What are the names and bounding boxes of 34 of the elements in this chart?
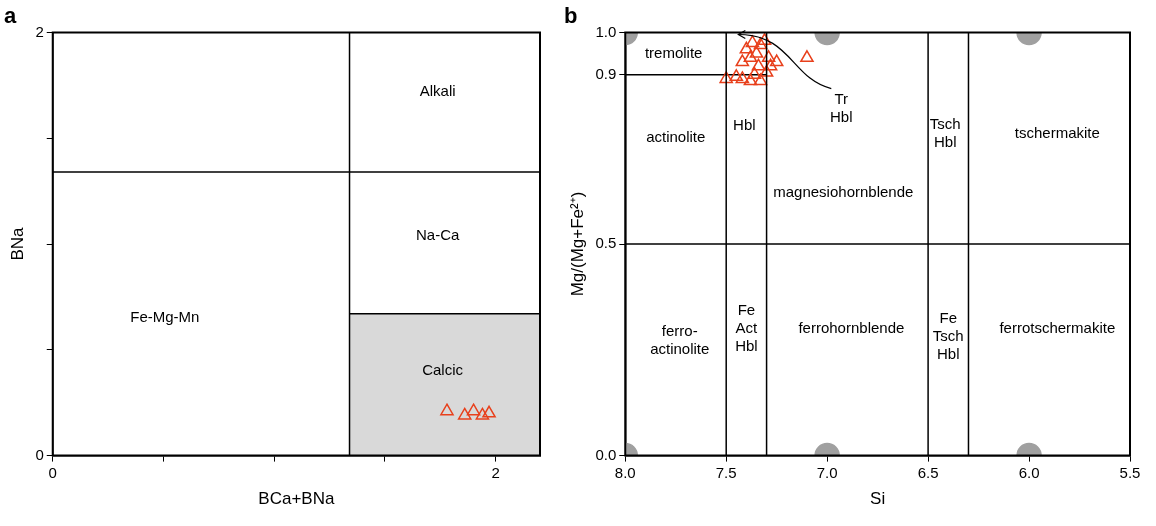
x-tick-label: 0 bbox=[48, 463, 57, 481]
annotation: Fe-Mg-Mn bbox=[130, 308, 200, 326]
annotation: Alkali bbox=[419, 81, 456, 99]
annotation: Fe Act Hbl bbox=[735, 300, 759, 354]
y-axis-title: Mg/(Mg+Fe²⁺) bbox=[567, 191, 587, 297]
annotation: Fe Tsch Hbl bbox=[932, 309, 964, 363]
x-tick-label: 6.0 bbox=[1018, 463, 1040, 481]
y-tick-label: 1.0 bbox=[595, 22, 617, 40]
x-tick-label: 8.0 bbox=[614, 463, 636, 481]
x-tick-label: 2 bbox=[491, 463, 500, 481]
y-tick-label: 0.0 bbox=[595, 445, 617, 463]
x-axis-title: Si bbox=[870, 489, 886, 509]
annotation: Na-Ca bbox=[416, 225, 460, 243]
annotation: tremolite bbox=[644, 43, 703, 61]
annotation: Tsch Hbl bbox=[929, 115, 961, 151]
annotation: Hbl bbox=[733, 115, 756, 133]
y-tick-label: 0.9 bbox=[595, 64, 617, 82]
x-tick-label: 7.0 bbox=[816, 463, 838, 481]
annotation: magnesiohornblende bbox=[773, 183, 914, 201]
annotation: Calcic bbox=[422, 361, 464, 379]
annotation: ferrotschermakite bbox=[999, 318, 1116, 336]
x-tick-label: 7.5 bbox=[715, 463, 737, 481]
annotation: tschermakite bbox=[1014, 124, 1100, 142]
x-axis-title: BCa+BNa bbox=[258, 489, 335, 509]
x-tick-label: 6.5 bbox=[917, 463, 939, 481]
y-tick-label: 0.5 bbox=[595, 234, 617, 252]
annotation: ferro- actinolite bbox=[650, 322, 710, 358]
y-axis-title: BNa bbox=[7, 226, 27, 261]
annotation: Tr Hbl bbox=[830, 89, 853, 125]
annotation: ferrohornblende bbox=[798, 318, 905, 336]
chart-title: a bbox=[4, 3, 17, 29]
annotation: actinolite bbox=[646, 128, 706, 146]
x-tick-label: 5.5 bbox=[1119, 463, 1141, 481]
chart-title: b bbox=[564, 3, 578, 29]
